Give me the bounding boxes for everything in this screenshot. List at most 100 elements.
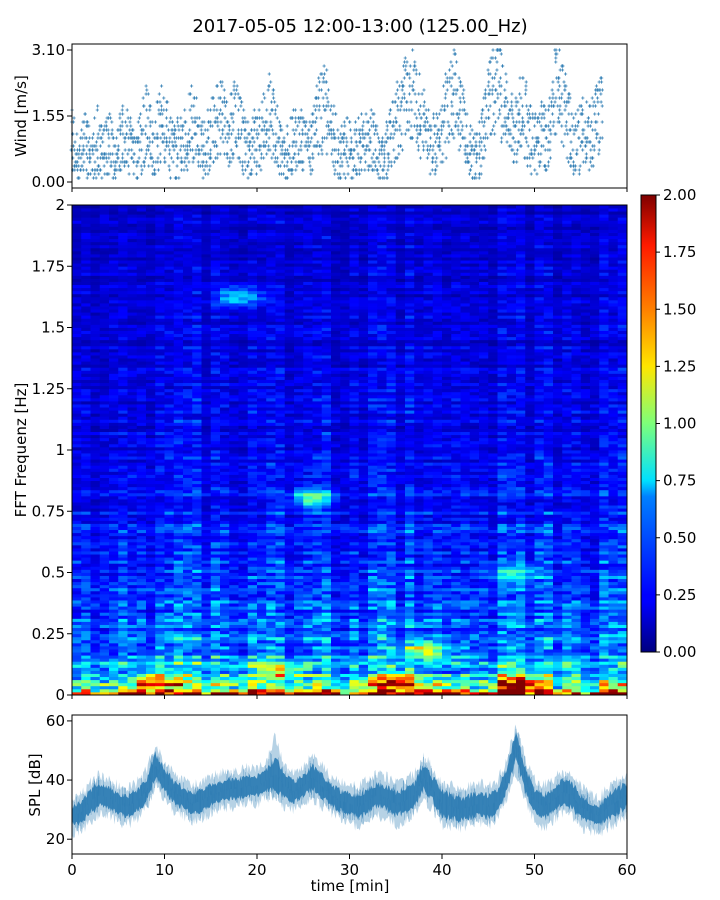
spectrogram-cell bbox=[192, 465, 202, 469]
spectrogram-cell bbox=[99, 587, 110, 592]
wind-data-point bbox=[152, 168, 157, 172]
spectrogram-cell bbox=[201, 664, 212, 668]
spectrogram-cell bbox=[192, 217, 202, 221]
spectrogram-cell bbox=[183, 220, 193, 224]
spectrogram-cell bbox=[90, 612, 101, 616]
spectrogram-cell bbox=[183, 385, 193, 390]
spectrogram-cell bbox=[90, 342, 101, 347]
spectrogram-cell bbox=[183, 633, 193, 638]
spectrogram-cell bbox=[136, 269, 147, 273]
spectrogram-cell bbox=[155, 226, 165, 230]
spectrogram-cell bbox=[164, 459, 175, 463]
spectrogram-cell bbox=[146, 361, 156, 365]
spectrogram-cell bbox=[192, 676, 202, 681]
spectrogram-cell bbox=[220, 505, 230, 509]
spectrogram-cell bbox=[210, 431, 221, 436]
spectrogram-cell bbox=[155, 477, 165, 482]
wind-data-point bbox=[138, 124, 143, 128]
spectrogram-cell bbox=[192, 226, 202, 230]
spectrogram-cell bbox=[118, 636, 128, 641]
spectrogram-cell bbox=[183, 581, 193, 586]
spectrogram-cell bbox=[155, 639, 165, 644]
spectrogram-cell bbox=[118, 480, 128, 485]
spectrogram-cell bbox=[118, 232, 128, 237]
spectrogram-cell bbox=[118, 532, 128, 537]
spectrogram-cell bbox=[90, 379, 101, 384]
spectrogram-cell bbox=[127, 352, 138, 356]
spectrogram-cell bbox=[90, 355, 101, 359]
wind-data-point bbox=[81, 152, 85, 156]
spectrogram-cell bbox=[183, 318, 193, 322]
spectrogram-cell bbox=[229, 440, 239, 445]
spectrogram-cell bbox=[127, 532, 138, 537]
spectrogram-cell bbox=[127, 581, 138, 586]
spectrogram-cell bbox=[136, 373, 147, 377]
spectrogram-cell bbox=[173, 532, 184, 537]
spectrogram-cell bbox=[90, 254, 101, 258]
spectrogram-cell bbox=[220, 388, 230, 393]
spectrogram-cell bbox=[155, 661, 165, 665]
spectrogram-cell bbox=[127, 235, 138, 240]
spectrogram-cell bbox=[210, 676, 221, 681]
spectrogram-cell bbox=[90, 535, 101, 540]
spectrogram-cell bbox=[210, 477, 221, 482]
spectrogram-cell bbox=[72, 205, 82, 209]
wind-data-point bbox=[77, 176, 81, 180]
spectrogram-cell bbox=[136, 495, 147, 500]
spectrogram-cell bbox=[90, 391, 101, 396]
spectrogram-cell bbox=[220, 468, 230, 472]
spectrogram-cell bbox=[90, 296, 101, 301]
spectrogram-cell bbox=[99, 333, 110, 338]
spectrogram-cell bbox=[155, 269, 165, 273]
spectrogram-cell bbox=[183, 382, 193, 387]
spectrogram-cell bbox=[72, 269, 82, 273]
wind-data-point bbox=[100, 176, 104, 180]
spectrogram-cell bbox=[99, 376, 110, 380]
spectrogram-cell bbox=[183, 284, 193, 289]
spectrogram-cell bbox=[173, 287, 184, 292]
spectrogram-cell bbox=[229, 296, 239, 301]
wind-data-point bbox=[88, 160, 92, 164]
spectrogram-cell bbox=[109, 649, 119, 653]
spectrogram-cell bbox=[201, 232, 212, 237]
spectrogram-cell bbox=[201, 446, 212, 451]
spectrogram-cell bbox=[136, 260, 147, 264]
spectrogram-cell bbox=[201, 572, 212, 576]
spectrogram-cell bbox=[136, 443, 147, 448]
spectrogram-cell bbox=[81, 685, 91, 690]
spectrogram-cell bbox=[192, 495, 202, 500]
spectrogram-cell bbox=[210, 563, 221, 567]
spectrogram-cell bbox=[229, 336, 239, 341]
spectrogram-cell bbox=[173, 682, 184, 687]
wind-data-point bbox=[110, 132, 114, 136]
spectrogram-cell bbox=[72, 361, 82, 365]
wind-data-point bbox=[147, 136, 151, 140]
spectrogram-cell bbox=[173, 554, 184, 558]
spectrogram-cell bbox=[127, 673, 138, 678]
spectrogram-cell bbox=[201, 401, 212, 405]
spectrogram-cell bbox=[183, 373, 193, 377]
spectrogram-cell bbox=[127, 287, 138, 292]
spectrogram-cell bbox=[90, 584, 101, 589]
spectrogram-cell bbox=[155, 603, 165, 607]
spectrogram-cell bbox=[229, 345, 239, 350]
spectrogram-cell bbox=[127, 446, 138, 451]
spectrogram-cell bbox=[136, 410, 147, 414]
spectrogram-cell bbox=[192, 303, 202, 307]
wind-data-point bbox=[152, 136, 156, 140]
spectrogram-cell bbox=[173, 615, 184, 619]
spectrogram-cell bbox=[173, 348, 184, 353]
spectrogram-cell bbox=[220, 431, 230, 436]
spectrogram-cell bbox=[229, 404, 239, 408]
spectrogram-cell bbox=[127, 624, 138, 629]
spectrogram-cell bbox=[192, 529, 202, 534]
spectrogram-cell bbox=[164, 272, 175, 276]
spectrogram-cell bbox=[229, 572, 239, 576]
spectrogram-cell bbox=[127, 688, 138, 693]
spectrogram-cell bbox=[109, 554, 119, 558]
spectrogram-cell bbox=[192, 269, 202, 273]
spectrogram-cell bbox=[155, 266, 165, 270]
spectrogram-cell bbox=[136, 431, 147, 436]
wind-data-point bbox=[96, 104, 100, 108]
spectrogram-cell bbox=[173, 205, 184, 209]
